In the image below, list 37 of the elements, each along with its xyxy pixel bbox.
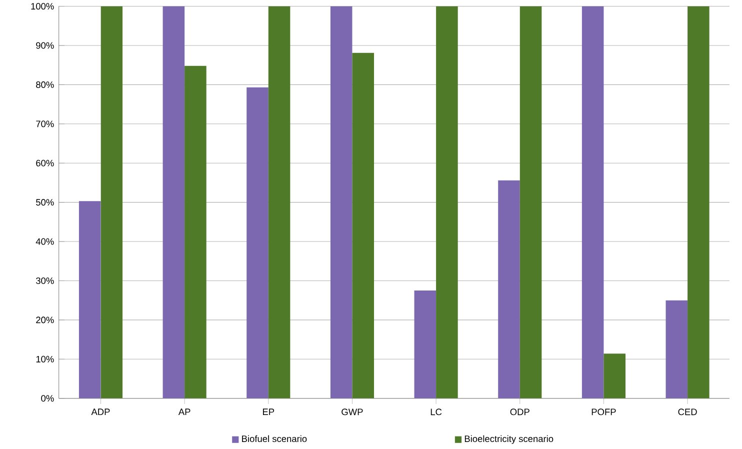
x-tick-label: EP: [263, 408, 274, 416]
y-tick-label: 30%: [36, 278, 54, 284]
y-tick-label: 70%: [36, 120, 54, 128]
bar: [78, 201, 101, 399]
bar: [520, 6, 542, 399]
y-tick-label: 0%: [41, 395, 54, 402]
bar: [436, 6, 458, 399]
x-tick-label: AP: [178, 408, 190, 416]
y-tick-label: 50%: [36, 199, 54, 206]
x-tick-label: POFP: [592, 408, 616, 416]
bar: [688, 6, 710, 399]
bar: [246, 88, 268, 399]
x-tick-label: CED: [678, 408, 697, 416]
y-tick-label: 10%: [36, 356, 54, 363]
x-tick-label: ADP: [91, 408, 110, 416]
y-tick-label: 100%: [31, 3, 54, 10]
bar: [666, 300, 688, 399]
bar: [582, 6, 604, 399]
y-tick-label: 40%: [36, 238, 54, 246]
bar: [184, 66, 206, 399]
y-tick-label: 80%: [36, 82, 54, 88]
bar: [330, 6, 352, 399]
legend-label: Bioelectricity scenario: [464, 436, 554, 444]
bar: [414, 290, 436, 399]
bar: [268, 6, 290, 399]
bar: [604, 354, 626, 399]
y-tick-label: 20%: [36, 316, 54, 324]
bar: [100, 6, 123, 399]
x-tick-label: ODP: [510, 408, 530, 416]
bar: [352, 53, 374, 399]
bar: [162, 6, 185, 399]
x-tick-label: GWP: [342, 408, 363, 416]
legend-label: Biofuel scenario: [242, 436, 307, 442]
y-tick-label: 60%: [36, 160, 54, 167]
x-tick-label: LC: [430, 408, 442, 416]
y-tick-label: 90%: [36, 42, 54, 49]
bar: [498, 180, 520, 399]
